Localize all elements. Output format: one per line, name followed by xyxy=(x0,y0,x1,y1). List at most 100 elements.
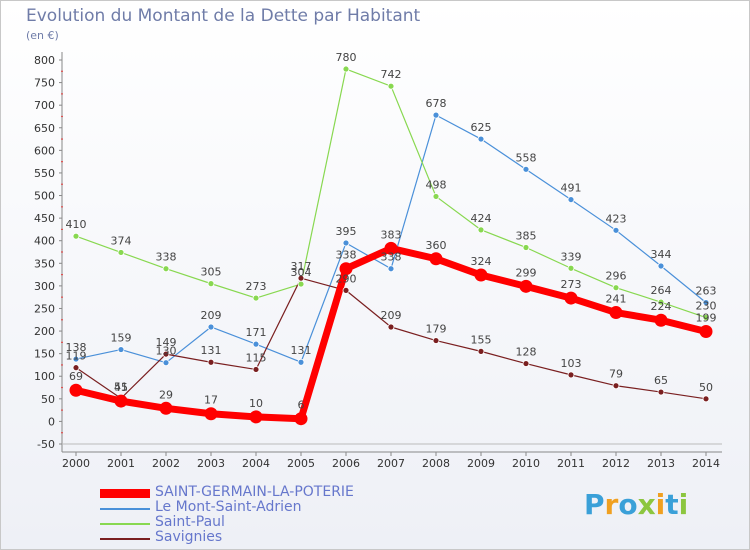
x-tick-label: 2002 xyxy=(152,457,180,470)
y-tick-label: 500 xyxy=(34,190,55,203)
data-point xyxy=(429,252,443,266)
data-label: 115 xyxy=(246,351,267,364)
data-label: 209 xyxy=(381,309,402,322)
data-label: 224 xyxy=(651,300,672,313)
data-point xyxy=(567,196,575,203)
y-tick-label: 0 xyxy=(48,415,55,428)
x-tick-label: 2005 xyxy=(287,457,315,470)
data-point xyxy=(207,358,215,366)
data-point xyxy=(297,280,305,288)
y-tick-label: 100 xyxy=(34,370,55,383)
data-point xyxy=(342,65,350,73)
data-label: 119 xyxy=(66,350,87,363)
legend-label: Le Mont-Saint-Adrien xyxy=(155,499,302,515)
data-label: 45 xyxy=(114,381,128,394)
data-label: 317 xyxy=(291,260,312,273)
x-tick-label: 2006 xyxy=(332,457,360,470)
y-tick-label: 700 xyxy=(34,99,55,112)
data-label: 179 xyxy=(426,323,447,336)
data-point xyxy=(342,286,350,294)
data-point xyxy=(702,395,710,403)
data-point xyxy=(72,364,80,372)
data-point xyxy=(387,82,395,90)
data-point xyxy=(207,280,215,288)
legend-swatch xyxy=(100,508,150,510)
data-point xyxy=(567,264,575,272)
data-point xyxy=(252,340,260,348)
data-label: 491 xyxy=(561,182,582,195)
data-point xyxy=(432,111,440,119)
data-label: 299 xyxy=(516,266,537,279)
data-label: 360 xyxy=(426,239,447,252)
x-tick-label: 2009 xyxy=(467,457,495,470)
data-label: 130 xyxy=(156,345,177,358)
data-label: 263 xyxy=(696,285,717,298)
data-label: 230 xyxy=(696,300,717,313)
data-label: 678 xyxy=(426,97,447,110)
data-point xyxy=(252,366,260,373)
data-label: 29 xyxy=(159,388,173,401)
x-tick-label: 2014 xyxy=(692,457,720,470)
data-point xyxy=(249,410,263,424)
data-label: 395 xyxy=(336,225,357,238)
x-tick-label: 2013 xyxy=(647,457,675,470)
data-point xyxy=(162,265,170,273)
data-point xyxy=(477,226,485,234)
data-point xyxy=(69,383,83,397)
data-label: 51 xyxy=(114,380,128,393)
data-label: 296 xyxy=(606,270,627,283)
data-point xyxy=(204,407,218,421)
x-tick-label: 2004 xyxy=(242,457,270,470)
data-label: 339 xyxy=(561,250,582,263)
x-tick-label: 2010 xyxy=(512,457,540,470)
data-point xyxy=(702,314,710,321)
data-label: 50 xyxy=(699,381,713,394)
data-point xyxy=(297,274,305,282)
data-point xyxy=(432,193,440,200)
data-label: 344 xyxy=(651,248,672,261)
legend-swatch xyxy=(100,538,150,540)
data-label: 65 xyxy=(654,374,668,387)
data-point xyxy=(387,265,395,273)
data-label: 103 xyxy=(561,357,582,370)
data-label: 128 xyxy=(516,346,537,359)
data-point xyxy=(387,323,395,331)
data-point xyxy=(522,244,530,251)
data-point xyxy=(72,355,80,363)
y-tick-label: 50 xyxy=(41,393,55,406)
data-label: 424 xyxy=(471,212,492,225)
chart-title: Evolution du Montant de la Dette par Hab… xyxy=(26,6,421,26)
data-label: 241 xyxy=(606,293,627,306)
y-tick-label: 150 xyxy=(34,348,55,361)
data-label: 155 xyxy=(471,333,492,346)
x-tick-label: 2003 xyxy=(197,457,225,470)
data-label: 324 xyxy=(471,255,492,268)
data-label: 558 xyxy=(516,151,537,164)
data-label: 498 xyxy=(426,178,447,191)
y-tick-label: -50 xyxy=(37,438,55,451)
data-point xyxy=(339,262,353,276)
data-label: 423 xyxy=(606,212,627,225)
data-point xyxy=(612,382,620,390)
data-label: 383 xyxy=(381,228,402,241)
data-point xyxy=(522,360,530,367)
data-point xyxy=(474,268,488,282)
y-tick-label: 550 xyxy=(34,167,55,180)
data-label: 149 xyxy=(156,336,177,349)
data-point xyxy=(699,325,713,339)
data-label: 374 xyxy=(111,234,132,247)
x-tick-label: 2008 xyxy=(422,457,450,470)
data-label: 171 xyxy=(246,326,267,339)
data-point xyxy=(159,401,173,415)
data-label: 264 xyxy=(651,284,672,297)
x-tick-label: 2011 xyxy=(557,457,585,470)
data-label: 79 xyxy=(609,368,623,381)
data-point xyxy=(702,299,710,306)
data-label: 273 xyxy=(246,280,267,293)
data-point xyxy=(162,359,170,367)
legend-label: Savignies xyxy=(155,529,223,545)
data-label: 385 xyxy=(516,229,537,242)
y-tick-label: 350 xyxy=(34,257,55,270)
data-point xyxy=(612,284,620,292)
